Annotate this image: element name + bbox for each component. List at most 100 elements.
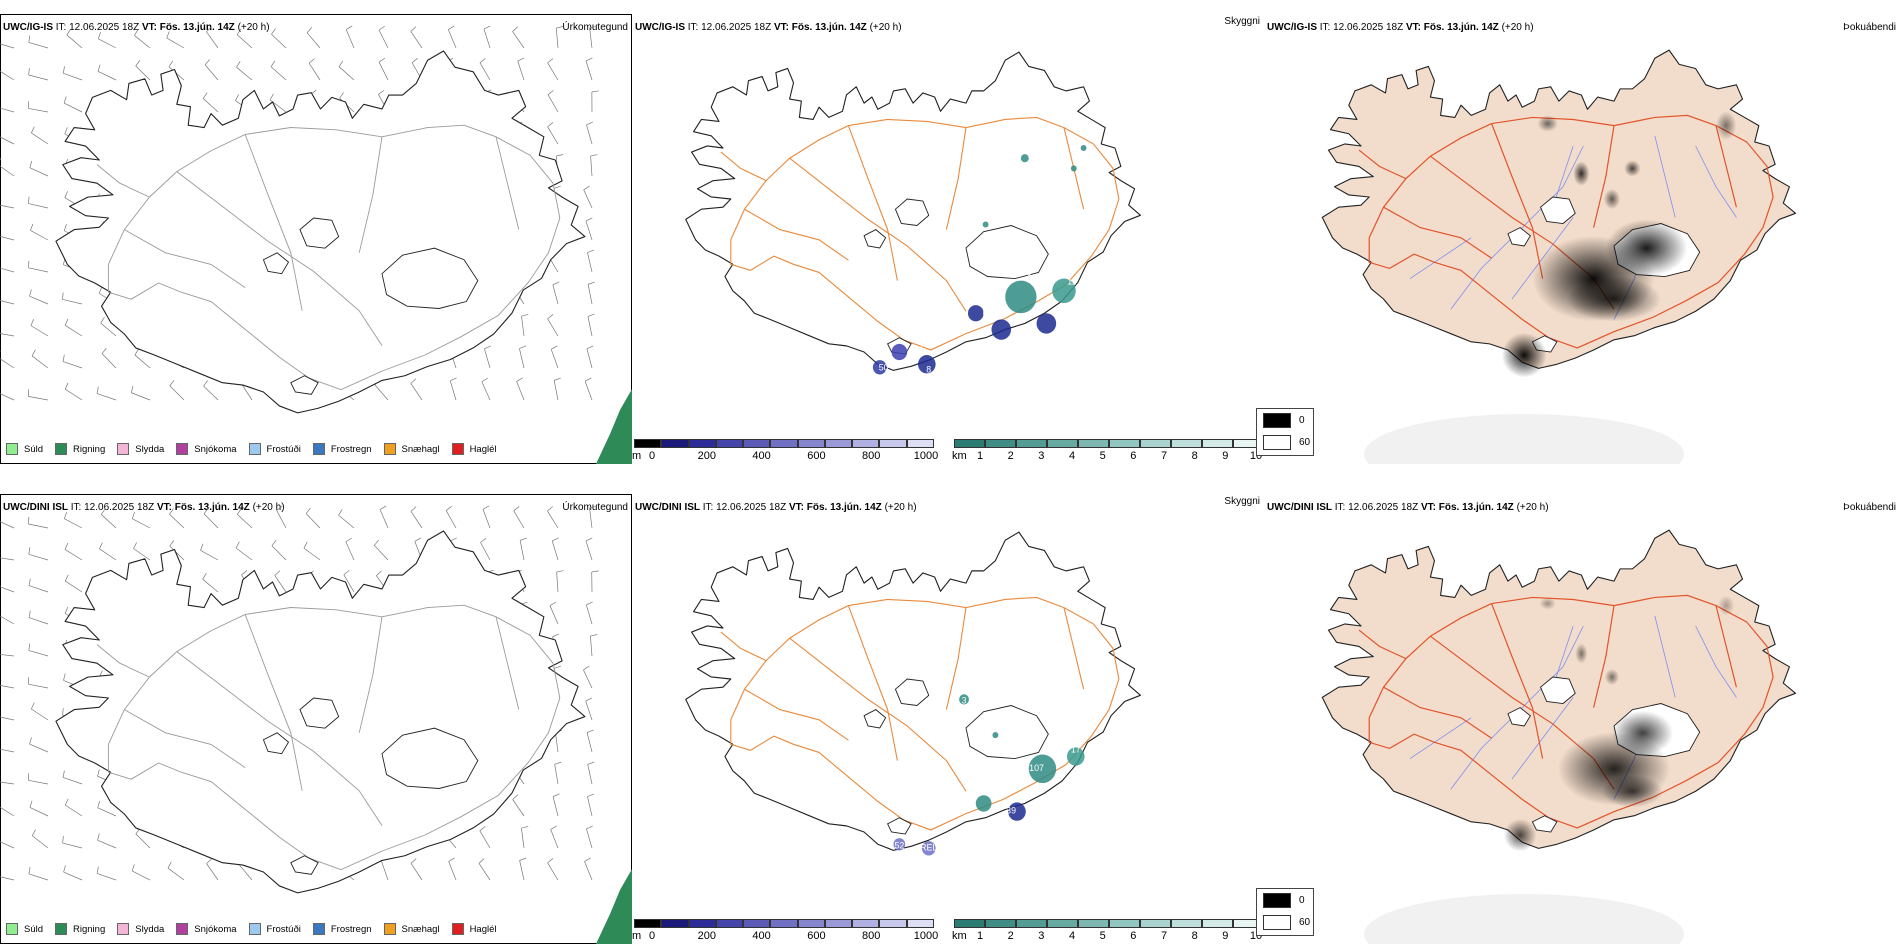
colorbar-tick-label: 2 bbox=[1007, 930, 1014, 942]
iceland-map bbox=[55, 50, 586, 414]
wind-barb bbox=[587, 252, 593, 273]
wind-barb bbox=[271, 28, 276, 35]
wind-barb bbox=[339, 92, 344, 99]
road bbox=[1383, 686, 1492, 739]
fog-patch bbox=[1611, 710, 1674, 756]
wind-barb bbox=[410, 511, 423, 529]
wind-barb bbox=[586, 601, 593, 606]
wind-barb bbox=[512, 799, 525, 817]
legend-label: Frostregn bbox=[330, 443, 372, 455]
wind-barb bbox=[517, 57, 525, 62]
wind-barb bbox=[547, 90, 554, 95]
wind-barb bbox=[135, 833, 151, 849]
visibility-colorbar: m 0 200 400 600 800 1000 km 1 2 3 4 5 6 7 8 9 10 bbox=[632, 432, 1264, 464]
wind-barb bbox=[169, 545, 185, 561]
model-name: UWC/DINI ISL bbox=[1267, 502, 1332, 513]
model-name: UWC/IG-IS bbox=[635, 22, 685, 33]
fog-patch bbox=[1567, 276, 1661, 322]
colorbar-swatch bbox=[661, 439, 689, 448]
wind-barb bbox=[133, 548, 151, 561]
wind-barb bbox=[555, 28, 559, 49]
legend-label: Snæhagl bbox=[401, 443, 440, 455]
wind-barb bbox=[31, 126, 35, 134]
colorbar-swatch bbox=[715, 919, 744, 928]
wind-barb bbox=[62, 292, 64, 300]
wind-barb bbox=[547, 94, 559, 113]
fog-legend-item: 60 bbox=[1263, 434, 1310, 450]
wind-barb bbox=[308, 58, 315, 64]
wind-barb bbox=[30, 702, 35, 710]
river bbox=[1409, 717, 1472, 759]
colorbar-tick-label: 600 bbox=[807, 450, 826, 462]
low-visibility-cell bbox=[891, 343, 908, 361]
wind-barb bbox=[169, 385, 185, 401]
road bbox=[847, 605, 898, 761]
wind-barb bbox=[131, 385, 134, 393]
road bbox=[107, 604, 561, 871]
colorbar-swatch bbox=[852, 439, 880, 448]
rain-area bbox=[596, 389, 632, 464]
glacier-outline bbox=[965, 705, 1049, 760]
wind-barb bbox=[236, 61, 241, 68]
wind-barb bbox=[0, 107, 15, 113]
wind-barb bbox=[587, 796, 593, 817]
wind-barb bbox=[0, 586, 15, 593]
wind-barb bbox=[30, 230, 49, 241]
road bbox=[495, 616, 520, 710]
wind-barb bbox=[98, 38, 117, 49]
wind-barb bbox=[547, 862, 559, 881]
panel-header: UWC/IG-IS IT: 12.06.2025 18Z VT: Fös. 13… bbox=[3, 22, 629, 38]
legend-item: Haglél bbox=[451, 922, 497, 936]
wind-barb bbox=[30, 223, 34, 231]
valid-time: VT: Fös. 13.jún. 14Z bbox=[773, 22, 867, 33]
visibility-value-label: 107 bbox=[1029, 763, 1044, 773]
colorbar-swatch bbox=[1016, 439, 1047, 448]
wind-barb bbox=[584, 377, 592, 382]
colorbar-swatch bbox=[1078, 439, 1109, 448]
wind-barb bbox=[202, 573, 207, 580]
visibility-value-label: 58 bbox=[983, 309, 993, 319]
legend-label: Slydda bbox=[135, 923, 165, 935]
panel-title: Þokuábendi bbox=[1843, 502, 1896, 513]
road bbox=[744, 208, 849, 261]
wind-barb bbox=[343, 574, 355, 593]
wind-barb bbox=[550, 825, 557, 830]
legend-label: Haglél bbox=[469, 443, 497, 455]
road bbox=[945, 127, 967, 230]
legend-label: Súld bbox=[24, 923, 44, 935]
wind-barb bbox=[478, 863, 491, 881]
wind-barb bbox=[590, 156, 593, 177]
wind-barb bbox=[551, 540, 559, 561]
lead-time: (+20 h) bbox=[237, 22, 270, 33]
wind-barb bbox=[29, 807, 49, 817]
fog-legend-label: 0 bbox=[1299, 414, 1305, 426]
low-visibility-cell bbox=[921, 841, 936, 856]
wind-barb bbox=[241, 570, 248, 576]
visibility-panel-ig: UWC/IG-IS IT: 12.06.2025 18Z VT: Fös. 13… bbox=[632, 14, 1264, 464]
wind-barb bbox=[65, 804, 83, 817]
wind-barb bbox=[99, 542, 103, 549]
wind-barb bbox=[555, 732, 559, 753]
wind-barb bbox=[29, 743, 49, 753]
panel-header: UWC/DINI ISL IT: 12.06.2025 18Z VT: Fös.… bbox=[3, 502, 629, 518]
wind-barb bbox=[379, 505, 387, 510]
wind-barb bbox=[101, 353, 117, 369]
coastline bbox=[685, 51, 1141, 371]
legend-swatch bbox=[312, 923, 325, 935]
wind-barb bbox=[338, 66, 355, 81]
legend-swatch bbox=[451, 923, 464, 935]
wind-barb bbox=[374, 545, 389, 561]
wind-barb bbox=[100, 316, 105, 324]
wind-barb bbox=[29, 737, 32, 745]
colorbar-swatch bbox=[954, 439, 985, 448]
wind-barb bbox=[274, 570, 281, 576]
visibility-colorbar: m 0 200 400 600 800 1000 km 1 2 3 4 5 6 7 8 9 10 bbox=[632, 912, 1264, 944]
wind-barb bbox=[587, 793, 595, 797]
wind-barb bbox=[29, 289, 32, 297]
iceland-map bbox=[1321, 529, 1797, 852]
wind-barb bbox=[28, 68, 30, 76]
wind-barb bbox=[445, 506, 452, 511]
wind-barb bbox=[169, 380, 175, 387]
wind-barb bbox=[202, 578, 219, 593]
wind-barb bbox=[28, 547, 31, 555]
